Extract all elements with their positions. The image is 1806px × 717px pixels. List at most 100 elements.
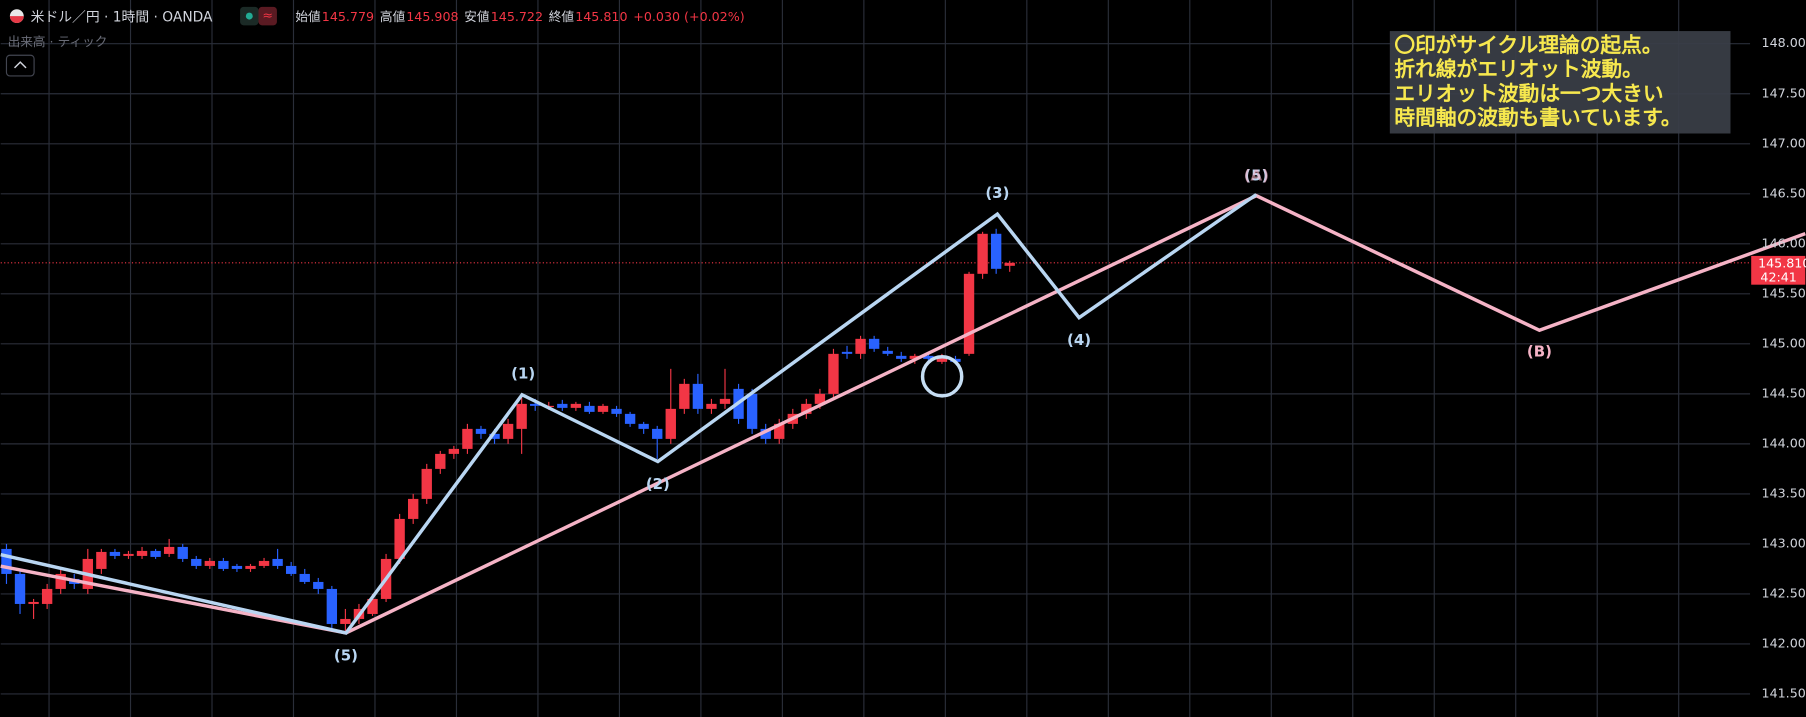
candle-body (14, 573, 26, 604)
candle-body (855, 338, 866, 354)
change: +0.030 (+0.02%) (633, 9, 744, 24)
badge-box (258, 6, 277, 26)
candle-body (638, 423, 649, 429)
candle-body (597, 405, 609, 412)
candle-body (96, 551, 107, 569)
y-tick-label: 146.500 (1762, 185, 1806, 200)
candle-body (923, 355, 934, 359)
wave-label: (1) (511, 365, 535, 383)
candle-body (977, 233, 988, 274)
candle-body (611, 408, 622, 414)
candle-body (652, 428, 663, 439)
note: 〇印がサイクル理論の起点。折れ線がエリオット波動。エリオット波動は一つ大きい時間… (1394, 33, 1681, 130)
candle-body (814, 393, 826, 404)
candle-body (177, 546, 188, 559)
candle-body (584, 405, 595, 412)
ohlc-label: 高値 (380, 9, 406, 24)
candle-body (868, 338, 880, 349)
y-tick-label: 143.500 (1762, 485, 1806, 500)
candle-body (665, 408, 676, 439)
candle-body (801, 403, 812, 414)
candle-body (272, 558, 283, 566)
candle-body (136, 550, 148, 556)
note-line: 〇印がサイクル理論の起点。 (1394, 33, 1662, 57)
last-price-box (1751, 255, 1806, 285)
ohlc-label: 安値 (464, 9, 490, 24)
candle-body (896, 355, 907, 359)
candle-body (624, 413, 636, 424)
note-line: エリオット波動は一つ大きい (1394, 81, 1663, 105)
y-tick-label: 145.000 (1762, 335, 1806, 350)
badge: ≈ (262, 8, 273, 23)
candle-body (123, 553, 134, 556)
candle-body (1, 548, 12, 574)
note-box (1389, 31, 1731, 134)
candle-body (204, 560, 216, 566)
candle-body (828, 353, 839, 394)
candle-body (841, 351, 853, 354)
wave-label: (5) (1244, 167, 1268, 185)
candle-body (679, 383, 690, 409)
ohlc-value: 145.722 (491, 9, 543, 24)
candle-body (719, 398, 731, 404)
candle-body (421, 468, 432, 499)
y-tick-label: 142.000 (1762, 635, 1806, 650)
candle-body (28, 601, 39, 604)
candle-body (313, 581, 324, 589)
candle-body (163, 546, 175, 554)
countdown: 42:41 (1760, 269, 1796, 284)
candle-body (448, 448, 460, 454)
candle-body (299, 573, 310, 582)
ohlc-value: 145.779 (322, 9, 374, 24)
candle-body (990, 233, 1002, 269)
candle-body (408, 498, 419, 519)
y-tick-label: 147.500 (1762, 85, 1806, 100)
ohlc: 始値 145.779 高値 145.908 安値 145.722 終値 145.810 +0.0… (295, 9, 744, 24)
candle-body (55, 573, 66, 589)
market-dot (245, 12, 253, 20)
wave-label: (3) (985, 184, 1009, 202)
candle-body (760, 428, 771, 439)
y-tick-label: 142.500 (1762, 585, 1806, 600)
candle-body (218, 560, 229, 569)
candle-body (909, 355, 920, 359)
wave-label: (B) (1527, 343, 1552, 361)
wave-label: (2) (646, 475, 670, 493)
note-line: 時間軸の波動も書いています。 (1394, 106, 1681, 130)
candle-body (746, 393, 758, 429)
candle-body (502, 423, 514, 439)
ohlc-value: 145.908 (406, 9, 458, 24)
candle-body (191, 558, 202, 566)
candle-body (150, 550, 161, 557)
candle-body (963, 273, 975, 354)
candle-body (706, 403, 717, 409)
candle-body (1004, 262, 1015, 266)
candle-body (692, 383, 704, 409)
candle-body (258, 560, 270, 566)
candle-body (557, 403, 568, 408)
price-axis: 141.500 142.000 142.500 143.000 143.500 144.0… (1751, 35, 1806, 700)
y-tick-label: 145.500 (1762, 285, 1806, 300)
symbol: 米ドル／円 · 1時間 · OANDA (31, 9, 213, 25)
candle-body (340, 618, 351, 624)
candle-body (936, 355, 948, 362)
candle-body (475, 428, 487, 434)
wave-label: (A) (1244, 167, 1269, 185)
collapse-button[interactable] (5, 54, 35, 77)
y-tick-label: 148.000 (1762, 35, 1806, 50)
candle-body (231, 565, 243, 569)
candle-body (285, 565, 297, 574)
chevron (13, 61, 27, 69)
candle-body (462, 428, 473, 449)
candle-body (367, 598, 378, 614)
elliott-line (0, 193, 1258, 635)
candle-body (435, 453, 446, 469)
y-tick-label: 141.500 (1762, 685, 1806, 700)
y-tick-label: 144.000 (1762, 435, 1806, 450)
candle-body (489, 433, 500, 439)
cycle-start-circle (920, 355, 964, 398)
y-tick-label: 146.000 (1762, 235, 1806, 250)
y-tick-label: 144.500 (1762, 385, 1806, 400)
